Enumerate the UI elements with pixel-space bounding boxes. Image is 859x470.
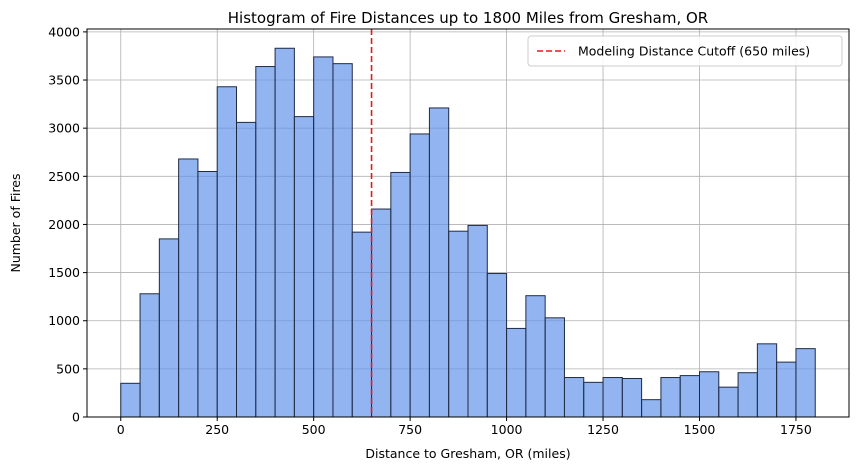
y-tick-label: 1500 [48,265,80,280]
histogram-bar [428,107,450,418]
histogram-bar [756,343,778,418]
histogram-bar [506,327,527,418]
x-tick-label: 1500 [684,422,716,437]
histogram-bar [737,372,758,418]
x-tick-label: 1750 [780,422,812,437]
histogram-bar [679,375,700,418]
histogram-bar [371,208,392,418]
histogram-bar [486,273,508,418]
histogram-bar [660,377,681,418]
histogram-bar [120,382,141,418]
y-tick-label: 0 [72,410,80,425]
x-tick-label: 500 [302,422,326,437]
y-tick-label: 1000 [48,313,80,328]
histogram-bar [583,381,604,418]
histogram-bar [313,56,334,418]
plot-frame [86,28,850,418]
x-tick-label: 1250 [587,422,619,437]
histogram-bar [139,293,160,418]
legend-box [527,35,843,67]
histogram-bar [621,377,643,418]
y-axis-label: Number of Fires [8,173,23,272]
histogram-bar [448,230,469,418]
legend: Modeling Distance Cutoff (650 miles) [527,35,843,67]
y-tick-label: 500 [56,361,80,376]
histogram-bar [274,47,295,418]
y-tick-label: 2500 [48,169,80,184]
x-tick-label: 1000 [491,422,523,437]
x-tick-label: 0 [117,422,125,437]
histogram-bar [698,371,720,418]
histogram-bar [236,121,257,418]
histogram-bar [390,171,411,418]
x-axis-ticks: 0 250 500 750 1000 1250 1500 1750 [117,417,812,437]
y-tick-label: 3000 [48,121,80,136]
histogram-bar [293,116,315,418]
histogram-bar [525,295,546,418]
y-tick-label: 3500 [48,73,80,88]
histogram-bar [409,133,430,418]
y-tick-label: 2000 [48,217,80,232]
histogram-bar [178,158,199,418]
histogram-bar [563,377,585,418]
histogram-bars [120,47,816,418]
x-tick-label: 250 [205,422,229,437]
y-tick-label: 4000 [48,24,80,39]
histogram-bar [197,170,218,418]
histogram-bar [467,224,488,418]
histogram-bar [795,348,816,418]
chart-title: Histogram of Fire Distances up to 1800 M… [228,9,708,27]
histogram-bar [216,86,238,418]
histogram-bar [641,399,662,418]
histogram-bar [602,377,623,418]
histogram-bar [718,386,739,418]
histogram-bar [776,361,797,418]
x-tick-label: 750 [398,422,422,437]
histogram-bar [351,231,373,418]
y-axis-ticks: 0 500 1000 1500 2000 2500 3000 3500 4000 [48,24,87,425]
x-axis-label: Distance to Gresham, OR (miles) [365,446,570,461]
histogram-bar [255,66,276,418]
histogram-bar [332,63,353,418]
histogram-bar [158,238,180,418]
legend-cutoff-label: Modeling Distance Cutoff (650 miles) [578,44,810,59]
histogram-bar [544,317,565,418]
